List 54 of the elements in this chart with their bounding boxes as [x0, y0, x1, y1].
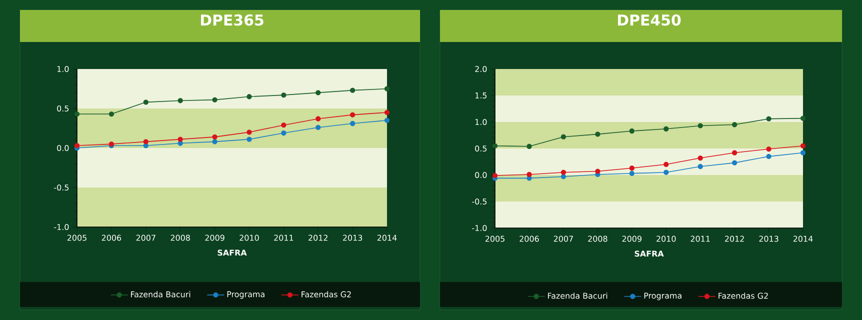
- point: [74, 111, 80, 117]
- point: [560, 174, 566, 180]
- point: [281, 122, 286, 128]
- point: [492, 172, 498, 178]
- point: [316, 90, 321, 96]
- point: [698, 155, 703, 161]
- point: [212, 139, 218, 144]
- point: [74, 143, 80, 148]
- point: [766, 116, 772, 122]
- point: [350, 120, 356, 126]
- point: [732, 122, 738, 128]
- point: [384, 86, 390, 92]
- point: [492, 143, 498, 148]
- point: [800, 116, 806, 121]
- point: [766, 146, 772, 152]
- chart-title: DPE365: [201, 14, 264, 26]
- point: [384, 118, 390, 123]
- point: [664, 126, 669, 132]
- point: [143, 139, 148, 144]
- point: [800, 150, 806, 156]
- point: [595, 132, 600, 137]
- point: [629, 166, 634, 171]
- point: [629, 128, 634, 134]
- point: [212, 97, 218, 102]
- point: [281, 92, 286, 98]
- point: [526, 172, 532, 178]
- point: [246, 136, 252, 142]
- point: [526, 144, 532, 149]
- point: [143, 100, 148, 105]
- point: [629, 170, 634, 176]
- point: [246, 130, 252, 135]
- point: [384, 110, 390, 116]
- point: [664, 170, 669, 175]
- point: [732, 150, 738, 156]
- point: [178, 98, 183, 104]
- point: [560, 134, 566, 140]
- point: [316, 124, 321, 130]
- point: [178, 136, 183, 142]
- point: [212, 134, 218, 140]
- point: [560, 170, 566, 175]
- chart-title: DPE450: [618, 14, 681, 26]
- point: [698, 123, 703, 128]
- point: [246, 94, 252, 100]
- point: [316, 116, 321, 122]
- point: [664, 162, 669, 167]
- point: [595, 168, 600, 174]
- point: [732, 160, 738, 166]
- point: [350, 112, 356, 118]
- point: [698, 164, 703, 170]
- point: [800, 143, 806, 148]
- point: [108, 111, 114, 117]
- point: [281, 130, 286, 136]
- point: [766, 154, 772, 160]
- point: [350, 88, 356, 93]
